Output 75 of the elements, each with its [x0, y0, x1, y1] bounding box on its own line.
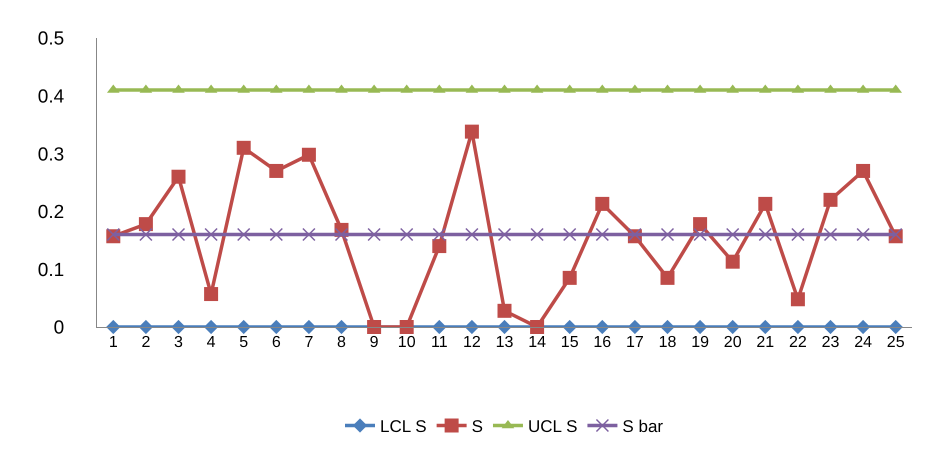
point	[302, 148, 316, 162]
legend-label: S	[472, 417, 483, 436]
point	[138, 217, 153, 232]
x-tick-label: 5	[239, 334, 248, 352]
y-tick-label: 0.3	[38, 144, 64, 166]
point	[269, 164, 284, 178]
y-tick-label: 0.5	[38, 28, 64, 50]
x-tick-label: 12	[463, 334, 481, 352]
x-tick-label: 9	[370, 334, 379, 352]
y-tick-label: 0.2	[38, 202, 64, 224]
point	[726, 228, 740, 242]
point	[400, 228, 414, 242]
x-tick-label: 25	[886, 334, 905, 352]
x-tick-label: 10	[398, 334, 416, 352]
x-tick-label: 7	[304, 334, 314, 352]
x-tick-label: 14	[528, 334, 546, 352]
x-tick-label: 19	[691, 334, 710, 352]
x-tick-label: 16	[593, 334, 612, 352]
x-tick-label: 18	[658, 334, 676, 352]
x-tick-label: 22	[789, 334, 807, 352]
point	[334, 228, 348, 242]
point	[791, 228, 805, 242]
point	[856, 228, 870, 242]
point	[530, 228, 544, 242]
point	[139, 228, 153, 242]
point	[758, 196, 772, 211]
point	[824, 192, 838, 207]
point	[693, 217, 708, 232]
x-tick-label: 3	[174, 334, 184, 352]
point	[758, 228, 772, 242]
legend-label: LCL S	[380, 417, 427, 436]
y-tick-label: 0.4	[38, 86, 65, 108]
x-tick-label: 24	[854, 334, 872, 352]
legend-label: S bar	[622, 417, 664, 436]
x-tick-label: 21	[756, 334, 774, 352]
point	[596, 228, 610, 242]
y-tick-label: 0.1	[38, 260, 64, 281]
point	[464, 124, 479, 139]
x-tick-label: 1	[108, 334, 118, 352]
point	[726, 254, 740, 269]
point	[236, 140, 251, 155]
point	[660, 270, 674, 285]
point	[172, 170, 186, 184]
x-tick-label: 20	[724, 334, 742, 352]
point	[204, 287, 218, 302]
point	[856, 164, 870, 178]
point	[562, 228, 576, 242]
point	[595, 196, 610, 211]
x-tick-label: 15	[560, 334, 579, 352]
point	[562, 270, 577, 285]
point	[432, 228, 446, 242]
x-tick-label: 4	[206, 334, 216, 352]
point	[236, 228, 250, 242]
x-tick-label: 23	[822, 334, 840, 352]
point	[432, 239, 446, 254]
point	[465, 228, 479, 242]
point	[204, 228, 218, 242]
point	[498, 228, 512, 242]
point	[824, 228, 838, 242]
legend-label: UCL S	[528, 417, 578, 436]
point	[498, 304, 512, 318]
point	[270, 228, 284, 242]
x-tick-label: 17	[626, 334, 644, 352]
y-tick-label: 0	[54, 318, 64, 339]
x-tick-label: 13	[496, 334, 514, 352]
x-tick-label: 11	[430, 334, 448, 352]
point	[790, 292, 805, 306]
x-tick-label: 8	[337, 334, 346, 352]
point	[172, 228, 186, 242]
x-tick-label: 2	[141, 334, 150, 352]
x-tick-label: 6	[272, 334, 281, 352]
point	[302, 228, 316, 242]
point	[367, 228, 381, 242]
point	[693, 228, 707, 242]
point	[660, 228, 674, 242]
